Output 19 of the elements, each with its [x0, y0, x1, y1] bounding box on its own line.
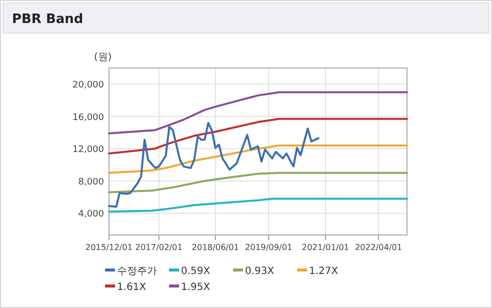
legend-label: 1.27X	[309, 266, 338, 277]
x-tick-label: 2017/02/01	[135, 242, 182, 252]
x-tick-label: 2018/06/01	[192, 242, 240, 252]
y-tick-label: 8,000	[78, 177, 104, 188]
x-tick-label: 2019/09/01	[245, 242, 292, 252]
legend-label: 0.59X	[181, 266, 210, 277]
y-tick-label: 12,000	[72, 145, 104, 156]
chart-title: PBR Band	[12, 12, 84, 27]
y-tick-label: 4,000	[78, 210, 104, 220]
x-tick-label: 2022/04/01	[354, 242, 402, 252]
legend-label: 수정주가	[117, 266, 157, 277]
x-tick-label: 2015/12/01	[85, 242, 133, 252]
legend-label: 1.95X	[181, 282, 210, 293]
y-tick-label: 16,000	[72, 112, 104, 123]
legend-label: 0.93X	[245, 266, 274, 277]
legend-label: 1.61X	[117, 282, 146, 293]
x-tick-label: 2021/01/01	[302, 242, 350, 252]
y-axis-title: (원)	[94, 52, 112, 63]
y-tick-label: 20,000	[72, 80, 104, 91]
